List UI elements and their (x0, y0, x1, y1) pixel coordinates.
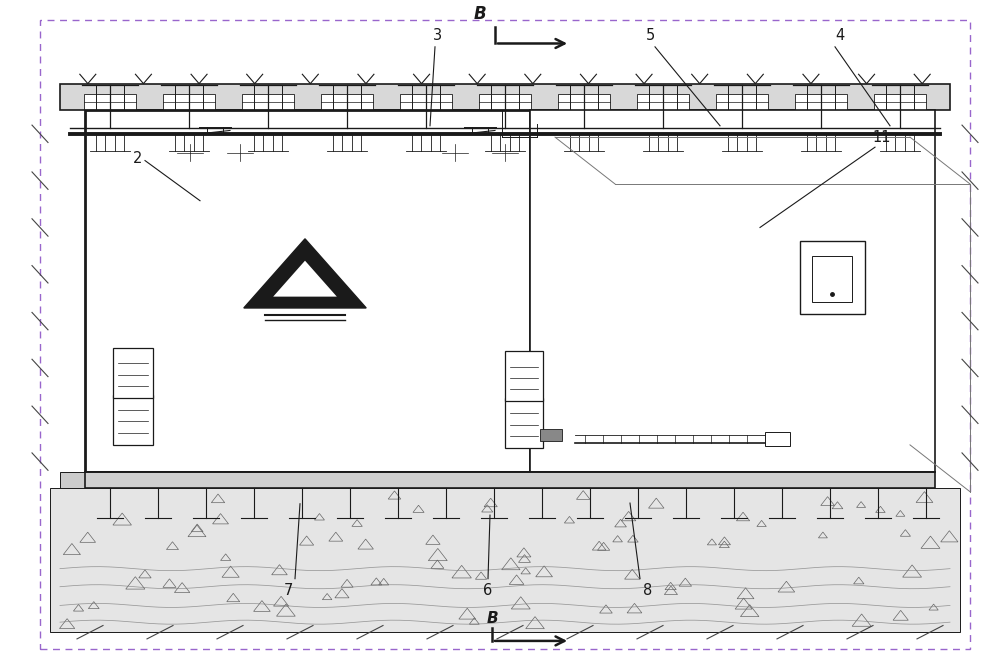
Bar (400, 94, 452, 110)
Bar (60, 472, 110, 508)
Bar (175, 134, 255, 146)
Text: 3: 3 (433, 29, 443, 43)
Circle shape (172, 140, 208, 165)
Bar (479, 94, 531, 110)
Text: 5: 5 (645, 29, 655, 43)
Circle shape (487, 140, 523, 165)
Bar (321, 94, 373, 110)
Bar (505, 351, 543, 401)
Bar (440, 134, 520, 146)
Text: B: B (474, 5, 486, 23)
Bar (716, 94, 768, 110)
Bar (795, 94, 847, 110)
Bar (85, 110, 530, 472)
Text: 7: 7 (283, 583, 293, 598)
Bar (242, 94, 294, 110)
Text: 6: 6 (483, 583, 493, 598)
Polygon shape (244, 239, 366, 308)
Bar (800, 241, 865, 314)
Text: 8: 8 (643, 583, 653, 598)
Bar (84, 94, 136, 110)
Bar (637, 94, 689, 110)
Bar (874, 94, 926, 110)
Circle shape (437, 140, 473, 165)
Bar (530, 110, 935, 472)
Bar (812, 256, 852, 302)
Bar (765, 432, 790, 446)
Bar (85, 472, 935, 488)
Bar (113, 348, 153, 398)
Bar (50, 488, 960, 632)
Text: B: B (486, 611, 498, 626)
Bar (113, 395, 153, 445)
Bar (163, 94, 215, 110)
Text: 2: 2 (133, 151, 143, 166)
Bar (505, 398, 543, 448)
Text: 4: 4 (835, 29, 845, 43)
Text: 11: 11 (873, 130, 891, 145)
Bar (540, 429, 562, 441)
Polygon shape (273, 261, 337, 296)
Bar (60, 84, 950, 110)
Bar (558, 94, 610, 110)
Circle shape (222, 140, 258, 165)
